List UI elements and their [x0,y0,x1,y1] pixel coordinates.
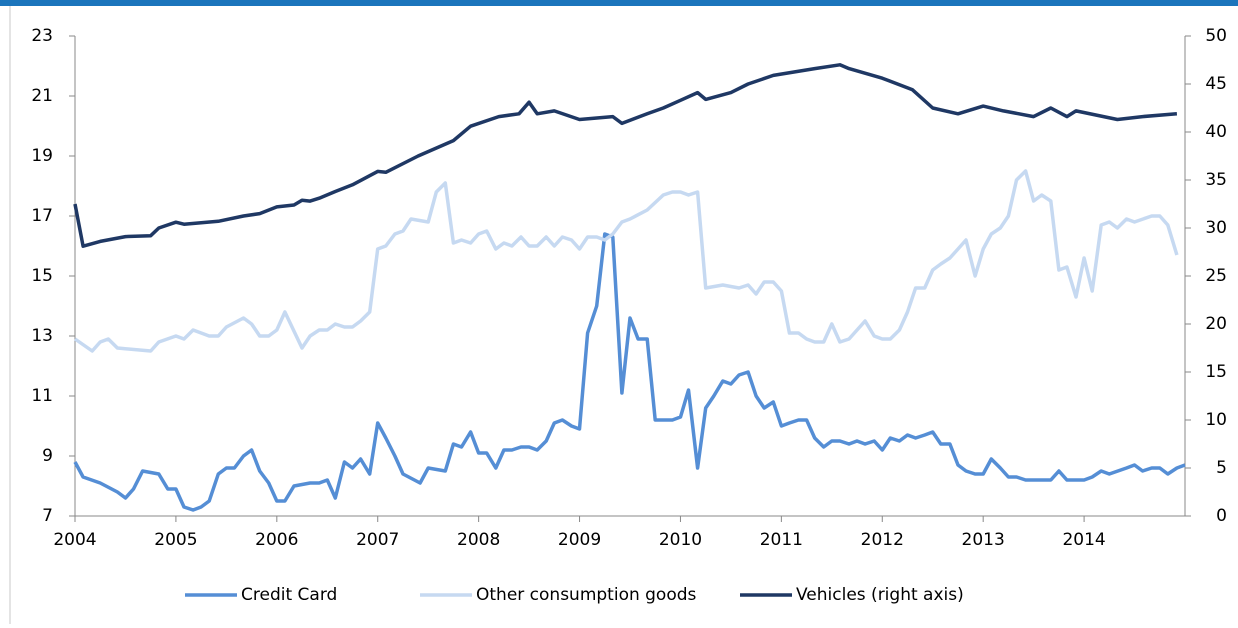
y2-tick-label: 30 [1205,218,1227,238]
y2-tick-label: 35 [1205,170,1227,190]
legend-label: Other consumption goods [476,585,697,605]
y2-tick-label: 5 [1216,458,1227,478]
x-tick-label: 2012 [861,530,904,550]
y2-tick-label: 25 [1205,266,1227,286]
legend-label: Vehicles (right axis) [796,585,964,605]
top-bar [0,0,1238,6]
x-tick-label: 2013 [962,530,1005,550]
y2-tick-label: 50 [1205,26,1227,46]
y-tick-label: 21 [31,86,53,106]
x-tick-label: 2009 [558,530,601,550]
y2-tick-label: 45 [1205,74,1227,94]
y2-tick-label: 15 [1205,362,1227,382]
x-tick-label: 2008 [457,530,500,550]
x-tick-label: 2014 [1062,530,1105,550]
y2-tick-label: 40 [1205,122,1227,142]
series-line [73,63,1178,248]
y-tick-label: 9 [42,446,53,466]
y2-tick-label: 10 [1205,410,1227,430]
y-tick-label: 15 [31,266,53,286]
y-tick-label: 23 [31,26,53,46]
x-tick-label: 2010 [659,530,702,550]
x-tick-label: 2005 [154,530,197,550]
series-line [73,232,1186,512]
y-tick-label: 17 [31,206,53,226]
y-tick-label: 19 [31,146,53,166]
y2-tick-label: 20 [1205,314,1227,334]
y-tick-label: 7 [42,506,53,526]
series-line [73,169,1179,353]
y-tick-label: 13 [31,326,53,346]
y-tick-label: 11 [31,386,53,406]
x-tick-label: 2007 [356,530,399,550]
legend-label: Credit Card [241,585,337,605]
x-tick-label: 2011 [760,530,803,550]
y2-tick-label: 0 [1216,506,1227,526]
x-tick-label: 2006 [255,530,298,550]
x-tick-label: 2004 [53,530,96,550]
